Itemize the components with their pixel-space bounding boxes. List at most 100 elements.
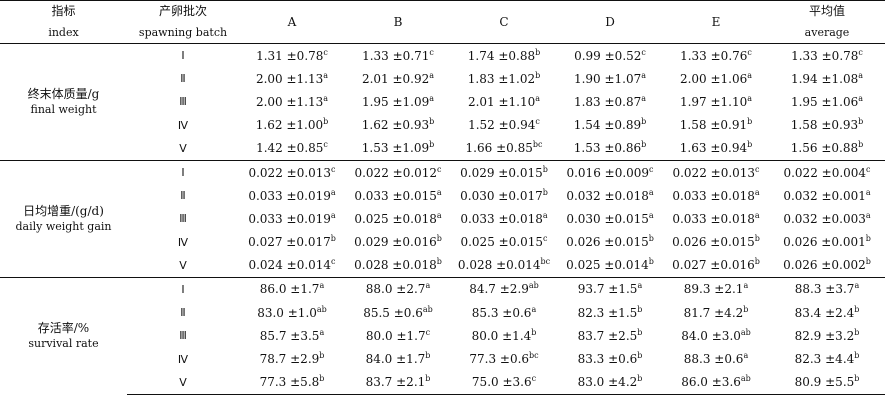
significance-letter: b [641, 140, 647, 150]
significance-letter: a [743, 351, 749, 361]
table-row: 日均增重/(g/d) daily weight gain Ⅰ 0.022 ±0.013… [0, 159, 885, 278]
value-cell: 83.7 ±2.5b [557, 324, 663, 347]
value-text: 0.024 ±0.014 [248, 258, 332, 273]
batch-cell: Ⅴ [179, 141, 187, 155]
value-cell: 2.01 ±1.10a [451, 90, 557, 113]
value-cell: 82.9 ±3.2b [769, 324, 885, 347]
value-cell: 1.58 ±0.93b [769, 114, 885, 137]
value-text: 83.0 ±4.2 [577, 375, 638, 390]
value-cell: 82.3 ±1.5b [557, 301, 663, 324]
value-cell: 88.3 ±3.7a [769, 276, 885, 302]
significance-letter: a [865, 187, 871, 197]
value-cell: 83.3 ±0.6b [557, 347, 663, 370]
significance-letter: a [747, 70, 753, 80]
significance-letter: b [637, 304, 643, 314]
table-header: 指标 产卵批次 A B C D E 平均值 index spawning bat… [0, 0, 885, 44]
significance-letter: a [436, 187, 442, 197]
section-label-en: daily weight gain [15, 219, 112, 233]
value-cell: 0.033 ±0.015a [345, 184, 451, 207]
value-cell: 88.3 ±0.6a [663, 347, 769, 370]
value-cell: 80.9 ±5.5b [769, 370, 885, 395]
value-text: 1.63 ±0.94 [679, 141, 748, 156]
table-row: Ⅱ 0.033 ±0.019a 0.033 ±0.015a 0.030 ±0.017b… [0, 184, 885, 207]
value-cell: 93.7 ±1.5a [557, 276, 663, 302]
significance-letter: b [648, 257, 654, 267]
value-cell: 0.026 ±0.015b [557, 231, 663, 254]
significance-letter: c [429, 47, 434, 57]
value-cell: 1.56 ±0.88b [769, 137, 885, 161]
batch-cell: Ⅰ [127, 159, 239, 185]
value-text: 0.033 ±0.018 [672, 188, 755, 203]
significance-letter: b [535, 70, 541, 80]
group-c-header: C [451, 0, 557, 44]
value-cell: 1.94 ±1.08a [769, 67, 885, 90]
significance-letter: bc [529, 351, 539, 361]
value-text: 2.01 ±1.10 [467, 94, 536, 109]
significance-letter: b [754, 234, 760, 244]
value-cell: 84.0 ±3.0ab [663, 324, 769, 347]
significance-letter: c [323, 47, 328, 57]
value-text: 0.99 ±0.52 [574, 48, 642, 63]
value-text: 80.0 ±1.4 [471, 328, 532, 343]
table-row: Ⅲ 0.033 ±0.019a 0.025 ±0.018a 0.033 ±0.018a… [0, 207, 885, 230]
table-row: Ⅲ 85.7 ±3.5a 80.0 ±1.7c 80.0 ±1.4b 83.7 ±2.5… [0, 324, 885, 347]
value-cell: 80.0 ±1.7c [345, 324, 451, 347]
value-text: 0.026 ±0.002 [783, 258, 866, 273]
table-row: Ⅴ 0.024 ±0.014c 0.028 ±0.018b 0.028 ±0.014b… [0, 254, 885, 278]
value-text: 1.95 ±1.06 [790, 94, 859, 109]
significance-letter: a [323, 70, 329, 80]
value-text: 1.74 ±0.88 [467, 48, 536, 63]
value-cell: 0.032 ±0.018a [557, 184, 663, 207]
value-cell: 2.00 ±1.13a [239, 67, 345, 90]
value-cell: 0.022 ±0.013c [239, 159, 345, 185]
table-body: 终末体质量/g final weight Ⅰ 1.31 ±0.78c 1.33 ±0.7… [0, 43, 885, 395]
group-a-header: A [239, 0, 345, 44]
significance-letter: b [330, 234, 336, 244]
value-text: 0.022 ±0.012 [354, 165, 438, 180]
value-cell: 1.97 ±1.10a [663, 90, 769, 113]
value-cell: 0.99 ±0.52c [557, 43, 663, 68]
significance-letter: b [854, 304, 860, 314]
value-text: 1.62 ±0.93 [361, 118, 430, 133]
value-text: 0.026 ±0.015 [672, 235, 755, 250]
table-row: Ⅴ 1.42 ±0.85c 1.53 ±1.09b 1.66 ±0.85bc 1.53 … [0, 137, 885, 161]
index-header-zh: 指标 [0, 0, 127, 22]
value-text: 83.0 ±1.0 [257, 305, 317, 320]
significance-letter: a [323, 93, 329, 103]
value-text: 1.62 ±1.00 [255, 118, 324, 133]
significance-letter: a [858, 93, 864, 103]
value-cell: 1.58 ±0.91b [663, 114, 769, 137]
value-text: 85.5 ±0.6 [363, 305, 423, 320]
value-text: 0.027 ±0.016 [672, 258, 755, 273]
value-cell: 2.00 ±1.06a [663, 67, 769, 90]
significance-letter: b [637, 327, 643, 337]
value-cell: 0.028 ±0.018b [345, 254, 451, 278]
value-text: 1.53 ±1.09 [361, 141, 430, 156]
value-cell: 0.026 ±0.015b [663, 231, 769, 254]
significance-letter: b [535, 47, 541, 57]
significance-letter: c [755, 164, 760, 174]
value-text: 1.97 ±1.10 [679, 94, 748, 109]
significance-letter: b [436, 234, 442, 244]
value-cell: 0.033 ±0.018a [451, 207, 557, 230]
batch-cell: Ⅱ [180, 306, 186, 320]
value-cell: 0.033 ±0.018a [663, 207, 769, 230]
value-text: 1.83 ±1.02 [467, 71, 536, 86]
value-cell: 0.026 ±0.002b [769, 254, 885, 278]
value-text: 0.030 ±0.015 [566, 211, 649, 226]
value-text: 0.016 ±0.009 [566, 165, 650, 180]
significance-letter: a [429, 93, 435, 103]
value-text: 1.83 ±0.87 [573, 94, 642, 109]
value-cell: 83.0 ±4.2b [557, 370, 663, 395]
batch-cell: Ⅲ [179, 212, 187, 226]
section-label: 存活率/% survival rate [0, 276, 127, 395]
significance-letter: b [747, 117, 753, 127]
value-text: 84.0 ±3.0 [681, 328, 741, 343]
value-text: 82.3 ±4.4 [794, 352, 855, 367]
value-text: 0.022 ±0.013 [248, 165, 332, 180]
value-text: 84.0 ±1.7 [365, 352, 426, 367]
significance-letter: b [542, 187, 548, 197]
value-cell: 81.7 ±4.2b [663, 301, 769, 324]
value-text: 1.90 ±1.07 [573, 71, 642, 86]
